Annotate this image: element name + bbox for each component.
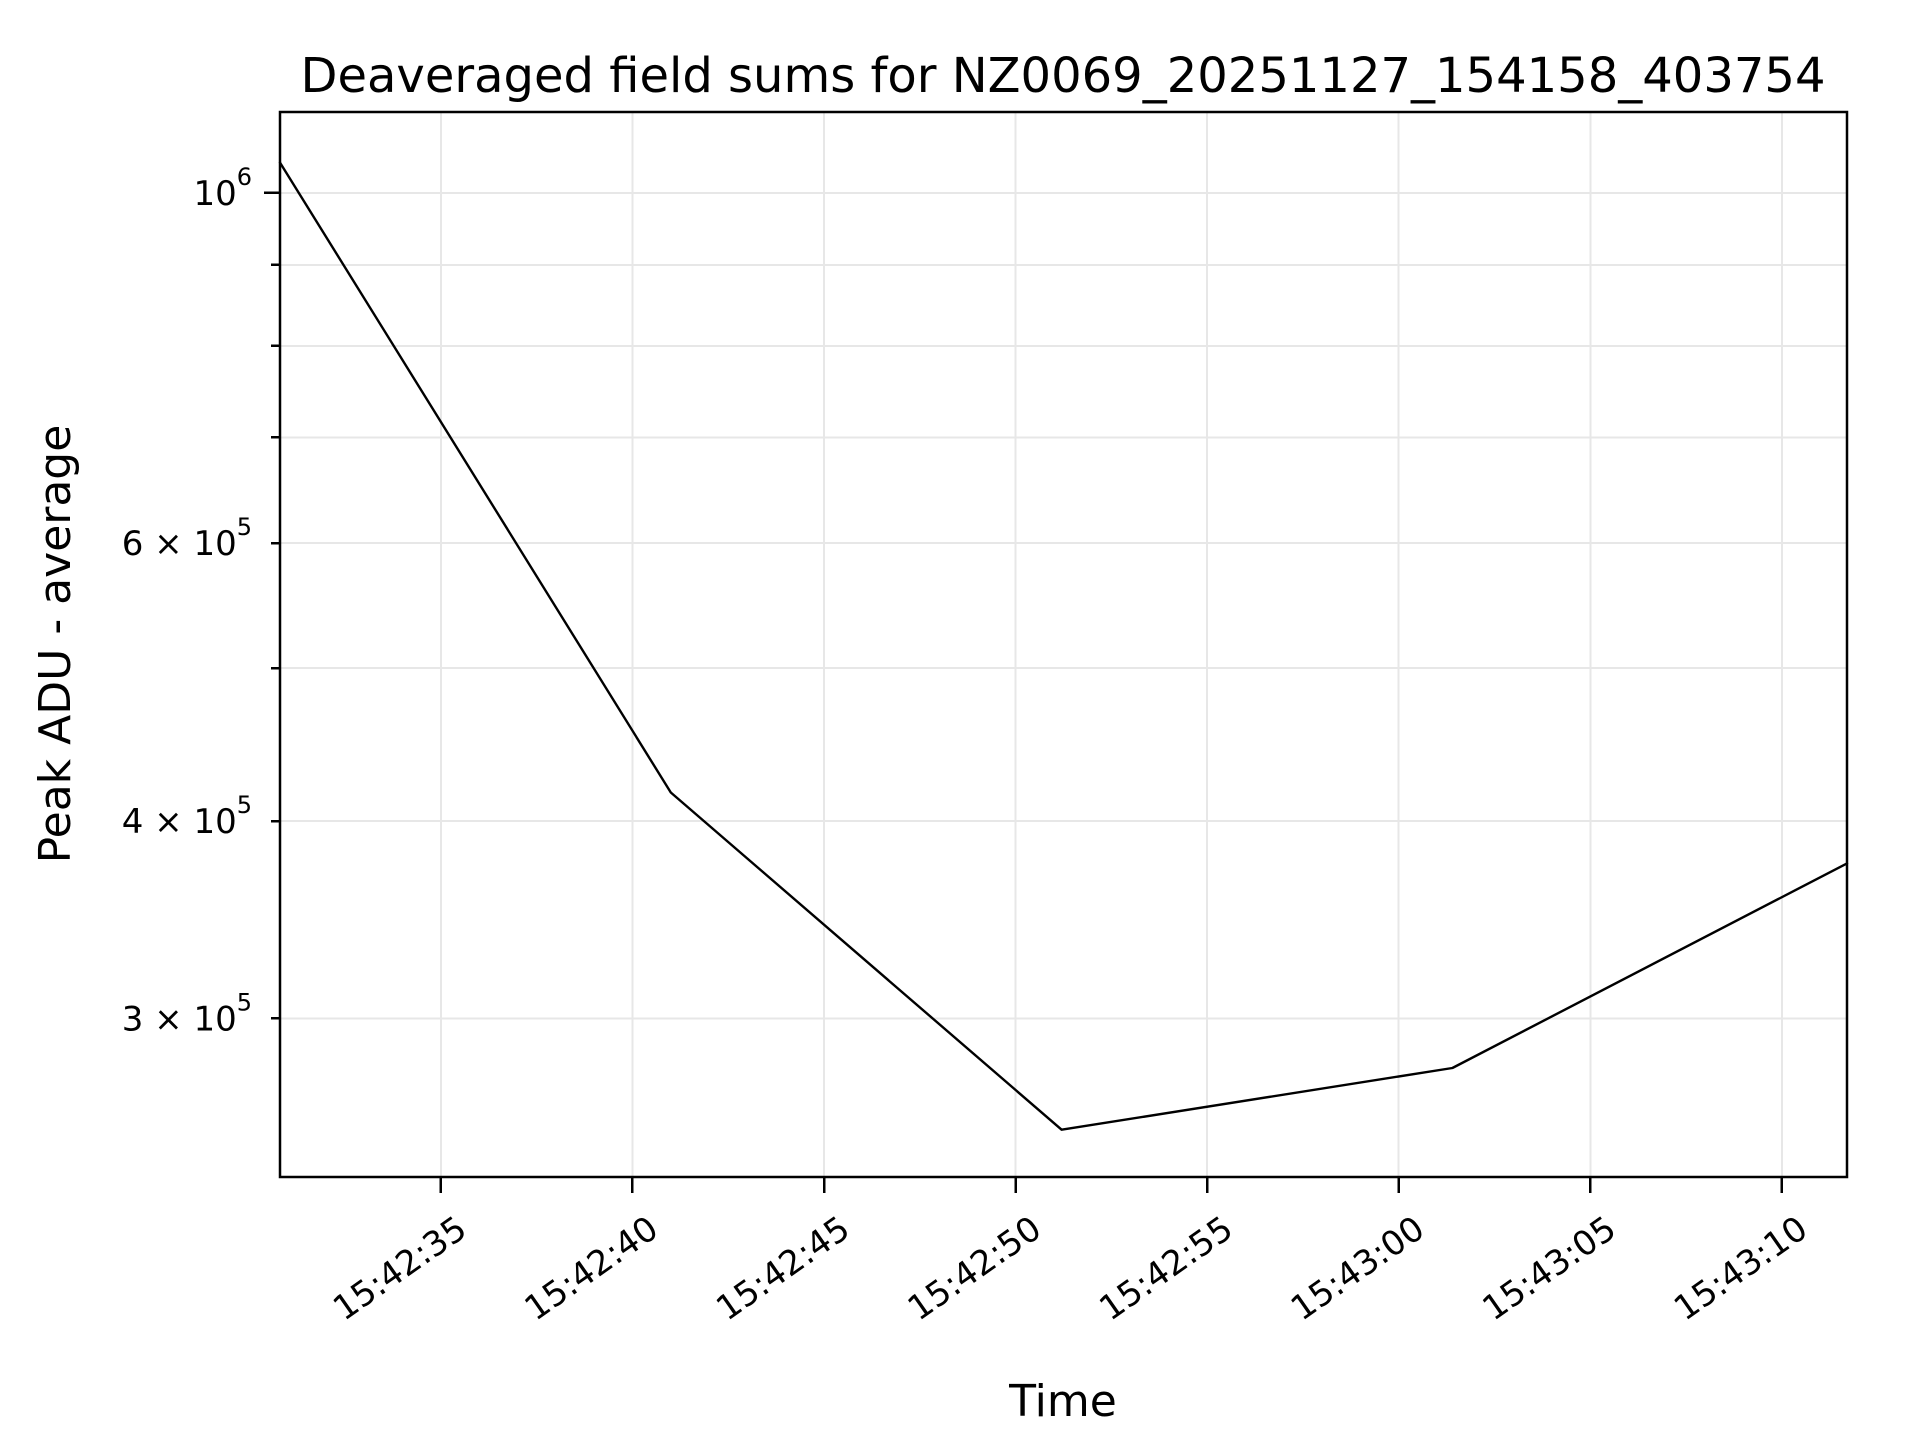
y-tick-label: 6 × 105 — [122, 513, 252, 564]
y-tick-label: 106 — [193, 163, 252, 214]
x-tick-label: 15:43:05 — [1475, 1209, 1623, 1329]
x-tick-label: 15:43:10 — [1667, 1209, 1815, 1329]
axes-frame — [278, 110, 1849, 1179]
chart-title: Deaveraged field sums for NZ0069_2025112… — [301, 48, 1826, 104]
y-tick-label: 4 × 105 — [122, 791, 252, 842]
grid-layer — [280, 112, 1847, 1177]
y-tick-label: 3 × 105 — [122, 988, 252, 1039]
tick-label-layer: 15:42:35 15:42:40 15:42:45 15:42:50 15:42:55… — [122, 163, 1815, 1329]
y-tick-exponent: 5 — [237, 513, 252, 541]
x-tick-label: 15:42:55 — [1092, 1209, 1240, 1329]
y-tick-exponent: 5 — [237, 791, 252, 819]
data-series-line — [278, 161, 1849, 1131]
y-axis-label: Peak ADU - average — [30, 425, 81, 864]
x-tick-label: 15:42:50 — [901, 1209, 1049, 1329]
y-tick-exponent: 6 — [237, 163, 252, 191]
x-tick-label: 15:42:45 — [709, 1209, 857, 1329]
x-tick-label: 15:43:00 — [1284, 1209, 1432, 1329]
y-tick-exponent: 5 — [237, 988, 252, 1016]
x-tick-label: 15:42:40 — [518, 1209, 666, 1329]
x-tick-label: 15:42:35 — [326, 1209, 474, 1329]
x-axis-label: Time — [1008, 1376, 1117, 1427]
tick-layer — [264, 191, 1784, 1193]
